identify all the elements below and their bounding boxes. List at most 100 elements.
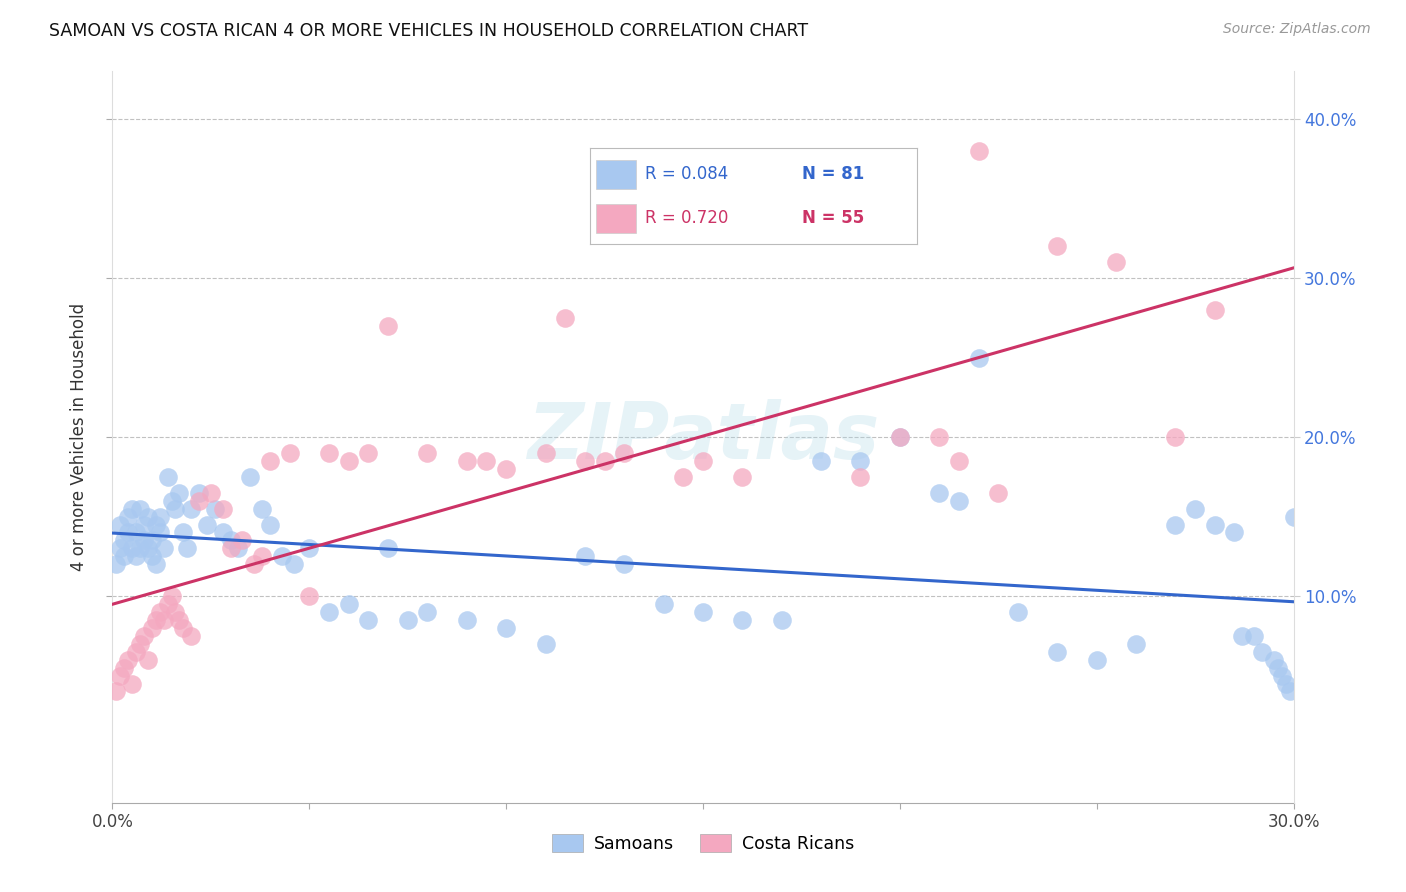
Point: [136, 653, 159, 667]
Text: R = 0.084: R = 0.084: [645, 165, 728, 183]
Point: [770, 613, 793, 627]
Point: [1267, 660, 1289, 674]
Point: [1125, 637, 1147, 651]
Point: [152, 613, 174, 627]
Point: [176, 541, 198, 556]
Text: R = 0.720: R = 0.720: [645, 210, 728, 227]
Point: [125, 645, 148, 659]
Point: [149, 605, 172, 619]
Point: [731, 470, 754, 484]
Point: [195, 517, 218, 532]
Point: [129, 501, 152, 516]
Point: [357, 446, 380, 460]
Point: [121, 501, 143, 516]
Point: [105, 684, 128, 698]
Point: [231, 533, 253, 548]
Point: [1251, 645, 1274, 659]
Point: [165, 501, 187, 516]
Bar: [596, 204, 636, 233]
Point: [318, 446, 340, 460]
Point: [165, 605, 187, 619]
Point: [250, 501, 273, 516]
Point: [731, 613, 754, 627]
Point: [593, 454, 616, 468]
Point: [149, 509, 172, 524]
Point: [278, 446, 301, 460]
Point: [1184, 501, 1206, 516]
Point: [1007, 605, 1029, 619]
Point: [318, 605, 340, 619]
Point: [250, 549, 273, 564]
Point: [1243, 629, 1265, 643]
Point: [1278, 684, 1301, 698]
Point: [112, 549, 135, 564]
Point: [172, 621, 194, 635]
Point: [121, 676, 143, 690]
Point: [416, 605, 439, 619]
Point: [1204, 517, 1226, 532]
Point: [110, 517, 132, 532]
Point: [219, 533, 242, 548]
Point: [149, 525, 172, 540]
Text: N = 55: N = 55: [803, 210, 865, 227]
Point: [1223, 525, 1246, 540]
Point: [1046, 645, 1069, 659]
Point: [967, 144, 990, 158]
Point: [204, 501, 226, 516]
Point: [145, 613, 167, 627]
Point: [1085, 653, 1108, 667]
Point: [534, 446, 557, 460]
Point: [672, 470, 695, 484]
Point: [889, 430, 911, 444]
Point: [112, 660, 135, 674]
Point: [228, 541, 250, 556]
Point: [141, 621, 163, 635]
Point: [652, 597, 675, 611]
Point: [495, 621, 517, 635]
Text: Source: ZipAtlas.com: Source: ZipAtlas.com: [1223, 22, 1371, 37]
Point: [1164, 430, 1187, 444]
Point: [475, 454, 498, 468]
Point: [169, 613, 191, 627]
Point: [1274, 676, 1296, 690]
Point: [1232, 629, 1254, 643]
Text: SAMOAN VS COSTA RICAN 4 OR MORE VEHICLES IN HOUSEHOLD CORRELATION CHART: SAMOAN VS COSTA RICAN 4 OR MORE VEHICLES…: [49, 22, 808, 40]
Point: [141, 533, 163, 548]
Point: [259, 454, 281, 468]
Point: [110, 668, 132, 682]
Point: [396, 613, 419, 627]
Point: [1282, 509, 1305, 524]
Point: [125, 549, 148, 564]
Point: [132, 517, 155, 532]
Point: [1204, 302, 1226, 317]
Text: N = 81: N = 81: [803, 165, 865, 183]
Y-axis label: 4 or more Vehicles in Household: 4 or more Vehicles in Household: [70, 303, 89, 571]
Point: [169, 485, 191, 500]
Point: [125, 525, 148, 540]
Point: [967, 351, 990, 365]
Point: [188, 493, 211, 508]
Point: [110, 541, 132, 556]
Point: [574, 454, 596, 468]
Point: [136, 541, 159, 556]
Point: [156, 597, 179, 611]
Point: [270, 549, 292, 564]
Point: [172, 525, 194, 540]
Point: [211, 501, 233, 516]
Point: [298, 589, 321, 603]
Point: [121, 541, 143, 556]
Point: [132, 629, 155, 643]
Point: [928, 485, 950, 500]
Point: [1105, 255, 1128, 269]
Point: [377, 541, 399, 556]
Point: [357, 613, 380, 627]
Point: [105, 558, 128, 572]
Point: [534, 637, 557, 651]
Bar: [596, 160, 636, 188]
Point: [987, 485, 1010, 500]
Point: [156, 470, 179, 484]
Point: [200, 485, 222, 500]
Point: [1046, 239, 1069, 253]
Point: [129, 541, 152, 556]
Point: [810, 454, 832, 468]
